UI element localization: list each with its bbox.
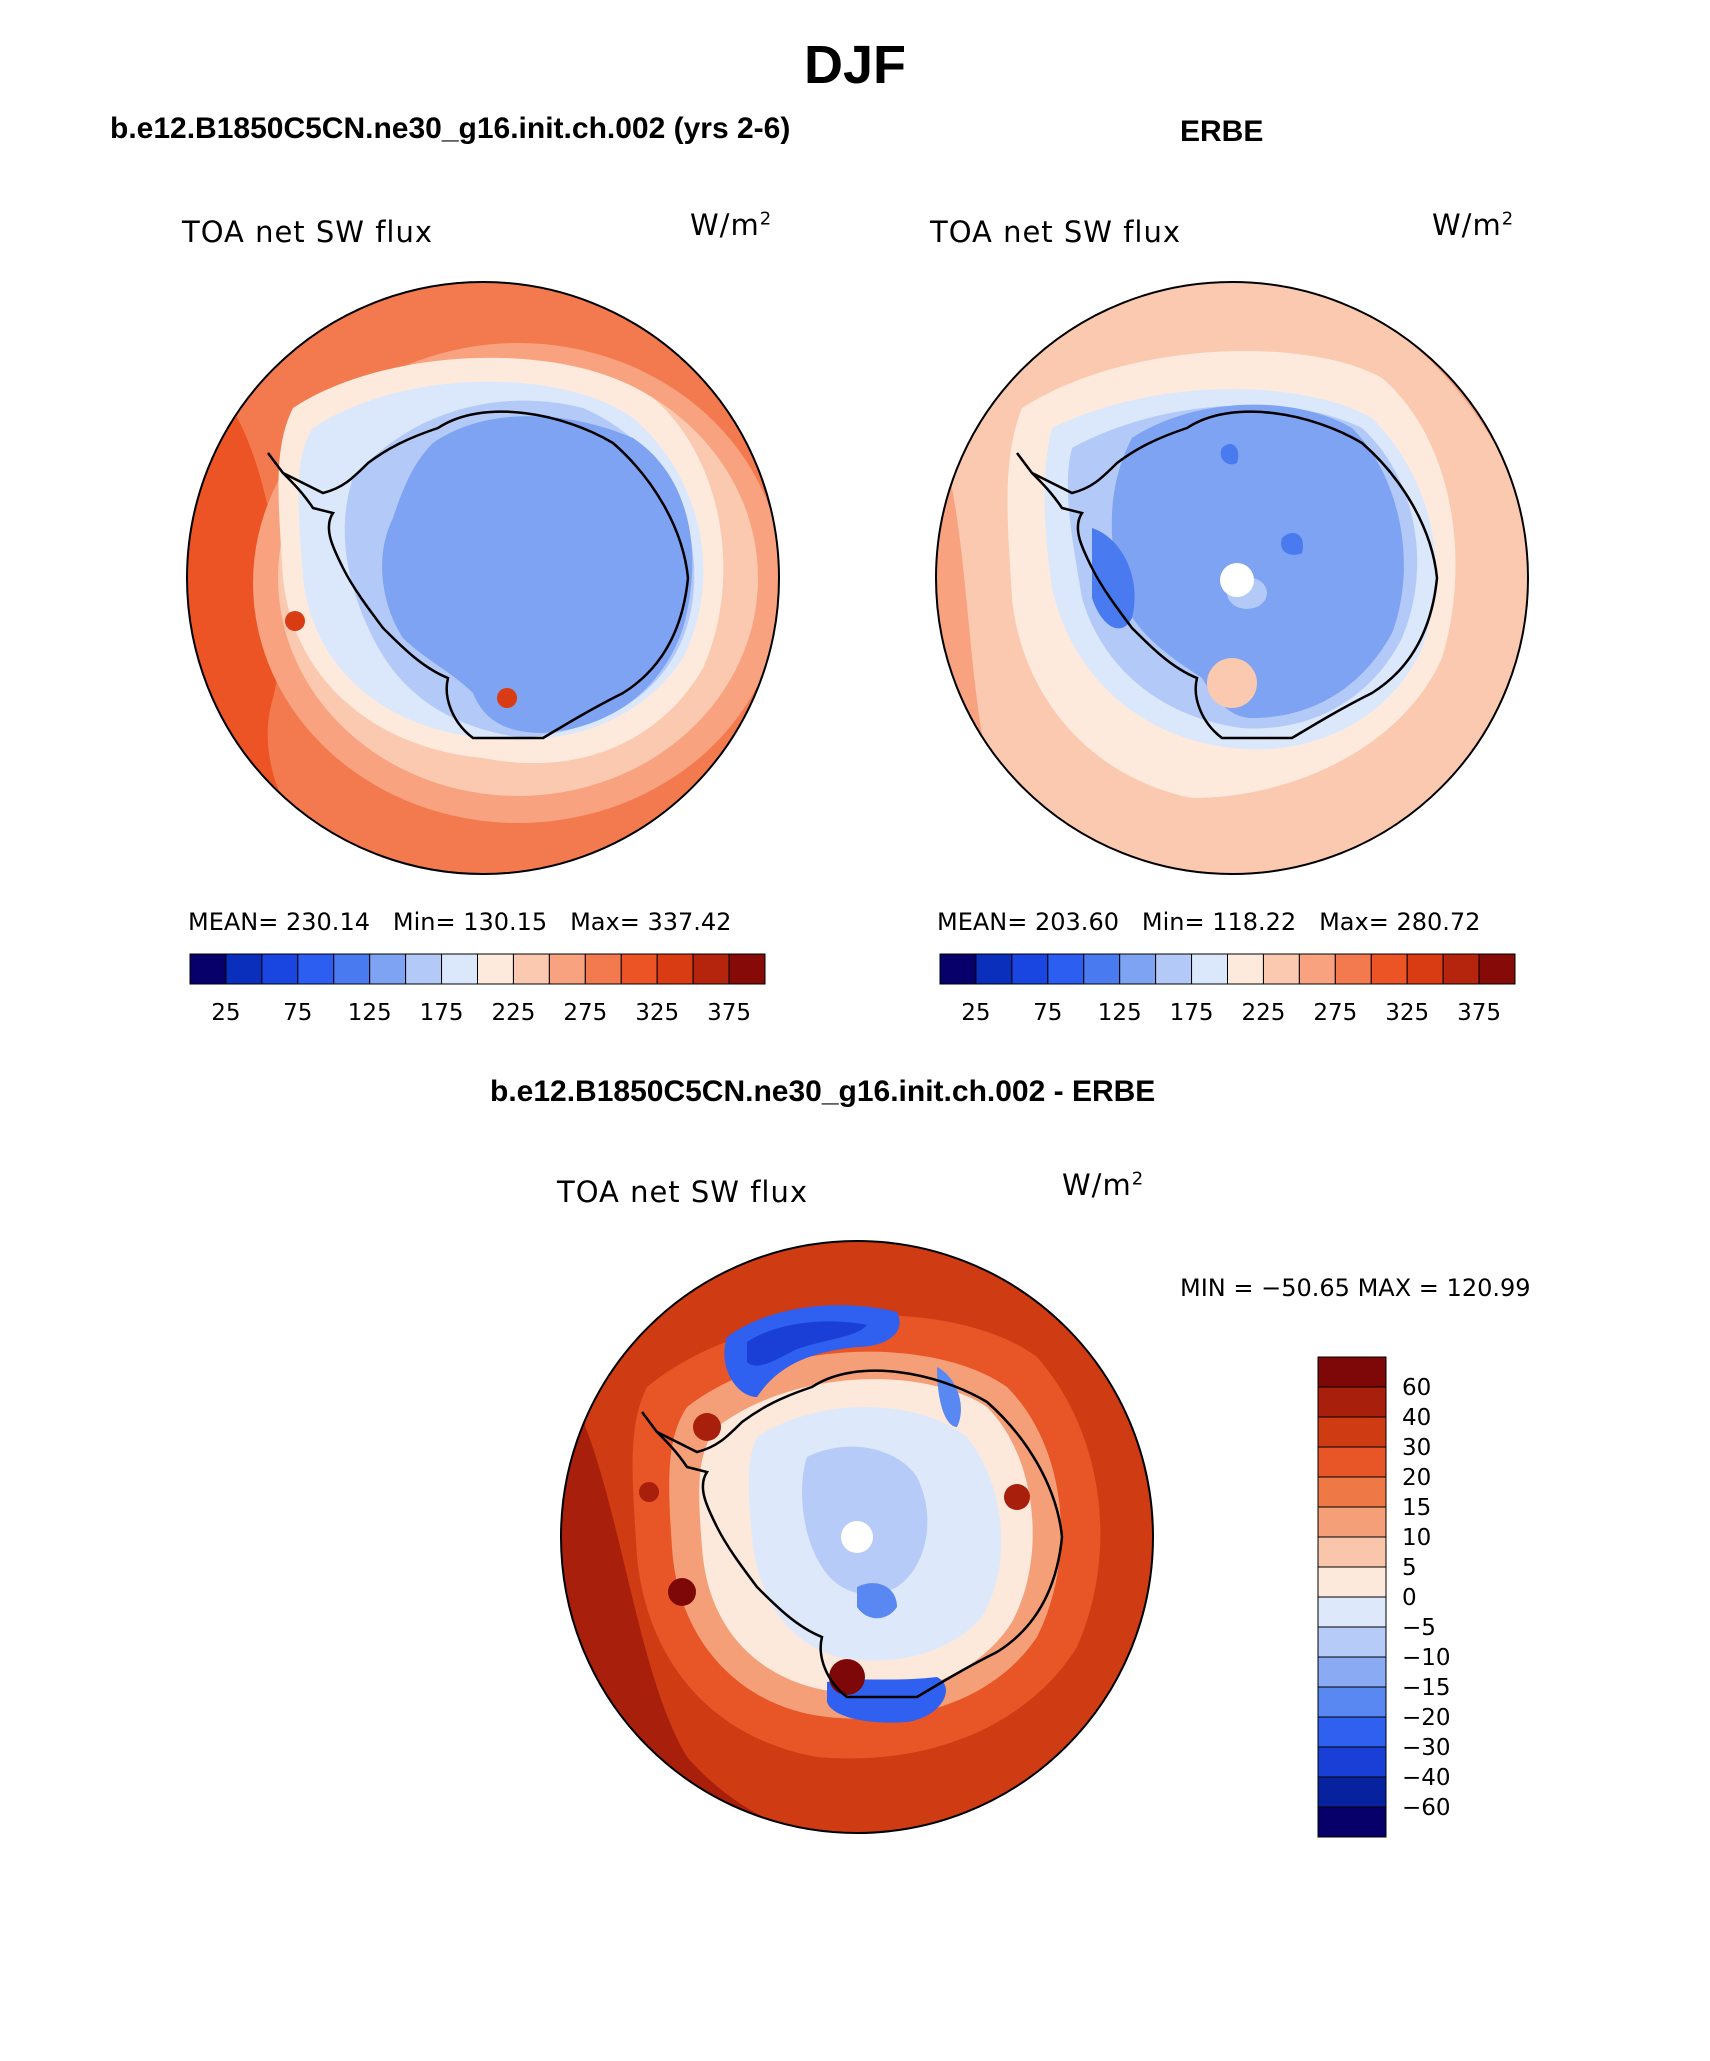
obs-colorbar-box	[1370, 953, 1408, 985]
diff-colorbar-box	[1317, 1446, 1387, 1478]
diff-colorbar-box	[1317, 1686, 1387, 1718]
model-colorbar-tick-label: 125	[348, 1000, 392, 1026]
diff-colorbar-tick-label: 20	[1402, 1465, 1431, 1491]
diff-colorbar-tick-label: −20	[1402, 1705, 1451, 1731]
obs-colorbar-box	[1191, 953, 1228, 985]
obs-units-label: W/m2	[1432, 208, 1515, 242]
model-colorbar-box	[728, 953, 766, 985]
diff-colorbar-tick-label: 40	[1402, 1405, 1431, 1431]
obs-colorbar-box	[1334, 953, 1372, 985]
obs-colorbar-tick-label: 25	[961, 1000, 990, 1026]
model-colorbar-tick-label: 175	[420, 1000, 464, 1026]
obs-colorbar-tick-label: 75	[1033, 1000, 1062, 1026]
model-colorbar-box	[656, 953, 694, 985]
season-title: DJF	[803, 35, 906, 95]
diff-variable-label: TOA net SW flux	[557, 1175, 809, 1209]
obs-colorbar-tick-label: 125	[1098, 1000, 1142, 1026]
model-colorbar-box	[512, 953, 550, 985]
diff-colorbar-tick-label: −10	[1402, 1645, 1451, 1671]
obs-stats: MEAN= 203.60 Min= 118.22 Max= 280.72	[937, 908, 1481, 936]
diff-colorbar-box	[1317, 1566, 1387, 1598]
model-colorbar-box	[369, 953, 407, 985]
diff-panel-title: b.e12.B1850C5CN.ne30_g16.init.ch.002 - E…	[490, 1075, 1156, 1108]
diff-units-label: W/m2	[1062, 1168, 1145, 1202]
model-colorbar-box	[261, 953, 299, 985]
diff-map	[560, 1240, 1154, 1834]
model-colorbar-box	[333, 953, 371, 985]
obs-colorbar-tick-label: 275	[1313, 1000, 1357, 1026]
model-map	[186, 281, 780, 875]
obs-colorbar-box	[1227, 953, 1264, 985]
diff-colorbar-box	[1317, 1596, 1387, 1628]
model-colorbar-box	[297, 953, 335, 985]
diff-colorbar-tick-label: −5	[1402, 1615, 1436, 1641]
model-units-label: W/m2	[690, 208, 773, 242]
diff-colorbar-tick-label: −15	[1402, 1675, 1451, 1701]
obs-colorbar-tick-label: 225	[1241, 1000, 1285, 1026]
obs-variable-label: TOA net SW flux	[930, 215, 1182, 249]
obs-colorbar-box	[1011, 953, 1049, 985]
diff-colorbar-box	[1317, 1776, 1387, 1808]
obs-colorbar-box	[1047, 953, 1085, 985]
obs-colorbar-tick-label: 175	[1170, 1000, 1214, 1026]
diff-colorbar-tick-label: 15	[1402, 1495, 1431, 1521]
diff-colorbar-box	[1317, 1626, 1387, 1658]
diff-colorbar-tick-label: 10	[1402, 1525, 1431, 1551]
model-colorbar-box	[405, 953, 443, 985]
obs-colorbar-box	[939, 953, 977, 985]
diff-colorbar-box	[1317, 1716, 1387, 1748]
diff-colorbar-tick-label: −40	[1402, 1765, 1451, 1791]
model-colorbar-box	[584, 953, 622, 985]
diff-minmax: MIN = −50.65 MAX = 120.99	[1180, 1274, 1531, 1302]
diff-colorbar-box	[1317, 1416, 1387, 1448]
diff-colorbar-tick-label: 30	[1402, 1435, 1431, 1461]
diff-colorbar-box	[1317, 1356, 1387, 1388]
diff-colorbar-box	[1317, 1386, 1387, 1418]
model-colorbar-box	[441, 953, 478, 985]
model-panel-title: b.e12.B1850C5CN.ne30_g16.init.ch.002 (yr…	[110, 112, 791, 145]
obs-colorbar-box	[1298, 953, 1336, 985]
obs-map	[935, 281, 1529, 875]
model-colorbar-box	[189, 953, 227, 985]
model-colorbar: 25 75 125 175 225 275 325 375	[189, 953, 766, 1026]
model-colorbar-box	[477, 953, 514, 985]
diff-colorbar-box	[1317, 1476, 1387, 1508]
model-colorbar-tick-label: 75	[283, 1000, 312, 1026]
diff-colorbar-tick-label: −30	[1402, 1735, 1451, 1761]
obs-colorbar: 25 75 125 175 225 275 325 375	[939, 953, 1516, 1026]
model-colorbar-tick-label: 275	[563, 1000, 607, 1026]
diff-colorbar-tick-label: 60	[1402, 1375, 1431, 1401]
model-colorbar-tick-label: 25	[211, 1000, 240, 1026]
model-colorbar-tick-label: 325	[635, 1000, 679, 1026]
obs-colorbar-tick-label: 375	[1457, 1000, 1501, 1026]
diff-colorbar-box	[1317, 1806, 1387, 1838]
model-colorbar-box	[225, 953, 263, 985]
diff-colorbar-box	[1317, 1656, 1387, 1688]
diff-colorbar-box	[1317, 1746, 1387, 1778]
model-colorbar-tick-label: 225	[491, 1000, 535, 1026]
obs-panel-title: ERBE	[1180, 115, 1264, 148]
obs-colorbar-box	[1262, 953, 1300, 985]
obs-colorbar-tick-label: 325	[1385, 1000, 1429, 1026]
obs-colorbar-box	[1478, 953, 1516, 985]
obs-colorbar-box	[1442, 953, 1480, 985]
diff-colorbar-tick-label: 5	[1402, 1555, 1417, 1581]
obs-colorbar-box	[1083, 953, 1121, 985]
obs-colorbar-box	[1119, 953, 1157, 985]
model-variable-label: TOA net SW flux	[182, 215, 434, 249]
model-stats: MEAN= 230.14 Min= 130.15 Max= 337.42	[188, 908, 732, 936]
diff-colorbar-tick-label: 0	[1402, 1585, 1417, 1611]
diff-colorbar-tick-label: −60	[1402, 1795, 1451, 1821]
diff-colorbar-box	[1317, 1536, 1387, 1568]
diff-colorbar-box	[1317, 1506, 1387, 1538]
model-colorbar-box	[548, 953, 586, 985]
model-colorbar-box	[692, 953, 730, 985]
model-colorbar-box	[620, 953, 658, 985]
diff-colorbar: 60 40 30 20 15 10 5 0 −5 −10 −15 −20 −30 −40 −60	[1317, 1356, 1451, 1838]
model-colorbar-tick-label: 375	[707, 1000, 751, 1026]
obs-colorbar-box	[975, 953, 1013, 985]
obs-colorbar-box	[1155, 953, 1193, 985]
obs-colorbar-box	[1406, 953, 1444, 985]
